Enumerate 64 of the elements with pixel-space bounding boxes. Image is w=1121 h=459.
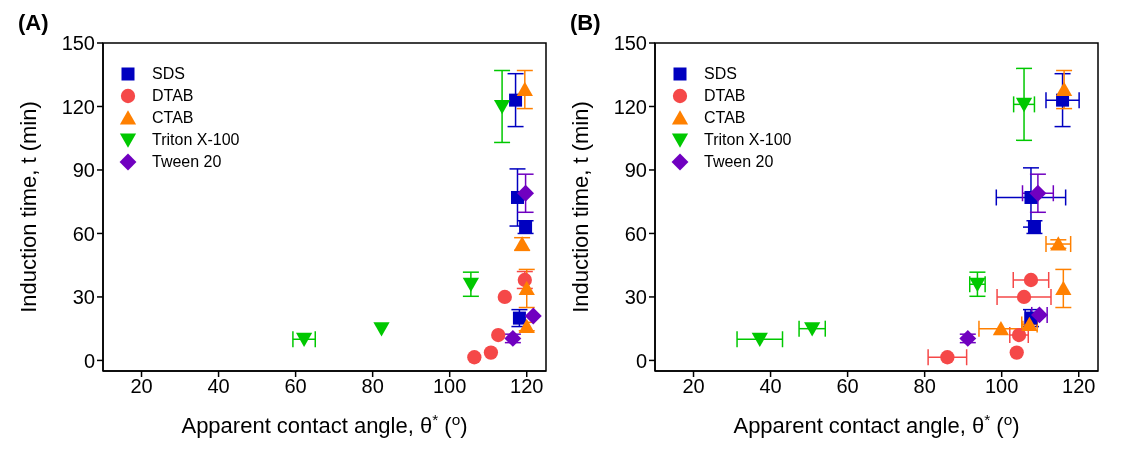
point bbox=[524, 307, 542, 325]
y-tick-label: 60 bbox=[624, 222, 647, 245]
x-tick-label: 40 bbox=[207, 375, 230, 398]
point bbox=[1023, 272, 1039, 288]
point bbox=[1016, 289, 1032, 305]
point bbox=[1055, 280, 1072, 295]
point bbox=[1029, 184, 1047, 202]
point bbox=[1009, 345, 1024, 360]
chart-title: (B) bbox=[570, 10, 601, 36]
x-tick-label: 120 bbox=[510, 375, 544, 398]
x-tick-label: 100 bbox=[433, 375, 467, 398]
legend-label: Triton X-100 bbox=[152, 131, 240, 149]
y-tick-label: 150 bbox=[613, 32, 647, 55]
point bbox=[1055, 81, 1073, 97]
y-tick-label: 150 bbox=[61, 32, 95, 55]
y-tick-label: 0 bbox=[83, 349, 95, 372]
y-axis-title: Induction time, t (min) bbox=[568, 101, 593, 313]
point bbox=[493, 99, 511, 115]
legend-label: CTAB bbox=[704, 109, 746, 127]
legend-label: DTAB bbox=[152, 87, 194, 105]
x-tick-label: 40 bbox=[759, 375, 782, 398]
point bbox=[992, 320, 1010, 336]
y-tick-label: 90 bbox=[72, 159, 95, 182]
y-axis-title: Induction time, t (min) bbox=[16, 101, 41, 313]
x-tick-label: 80 bbox=[361, 375, 384, 398]
y-tick-label: 90 bbox=[624, 159, 647, 182]
x-tick-label: 60 bbox=[284, 375, 307, 398]
legend-label: Tween 20 bbox=[152, 153, 222, 171]
point bbox=[497, 289, 512, 305]
point bbox=[516, 81, 533, 97]
point bbox=[373, 322, 390, 337]
y-tick-label: 60 bbox=[72, 222, 95, 245]
y-tick-label: 0 bbox=[635, 349, 647, 372]
point bbox=[491, 327, 506, 343]
point bbox=[504, 329, 522, 347]
x-tick-label: 20 bbox=[130, 375, 153, 398]
point bbox=[959, 329, 977, 347]
point bbox=[509, 93, 523, 107]
point bbox=[483, 345, 499, 360]
y-tick-label: 30 bbox=[624, 286, 647, 309]
point bbox=[751, 332, 768, 348]
x-tick-label: 60 bbox=[836, 375, 859, 398]
point bbox=[467, 350, 482, 365]
x-axis-title: Apparent contact angle, θ$^{*}$ ($^{o}$) bbox=[181, 410, 468, 438]
x-tick-label: 100 bbox=[985, 375, 1019, 398]
x-axis-title: Apparent contact angle, θ$^{*}$ ($^{o}$) bbox=[733, 410, 1020, 438]
legend-label: DTAB bbox=[704, 87, 746, 105]
point bbox=[517, 184, 535, 202]
y-tick-label: 120 bbox=[61, 95, 95, 118]
point bbox=[940, 350, 955, 365]
legend-label: Triton X-100 bbox=[704, 131, 792, 149]
x-tick-label: 20 bbox=[682, 375, 705, 398]
legend-label: SDS bbox=[152, 65, 185, 83]
point bbox=[804, 322, 821, 337]
point bbox=[462, 277, 480, 293]
x-tick-label: 120 bbox=[1062, 375, 1096, 398]
point bbox=[518, 280, 535, 295]
y-tick-label: 30 bbox=[72, 286, 95, 309]
legend-label: CTAB bbox=[152, 109, 194, 127]
legend-label: SDS bbox=[704, 65, 737, 83]
chart-title: (A) bbox=[18, 10, 49, 36]
legend-label: Tween 20 bbox=[704, 153, 774, 171]
x-tick-label: 80 bbox=[913, 375, 936, 398]
y-tick-label: 120 bbox=[613, 95, 647, 118]
